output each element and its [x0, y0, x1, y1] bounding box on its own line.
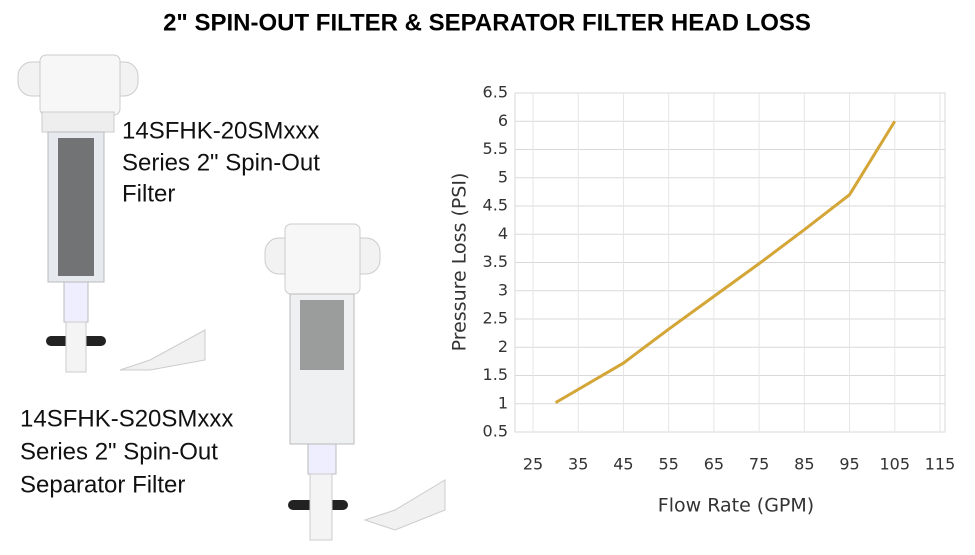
- x-axis-title: Flow Rate (GPM): [658, 495, 814, 517]
- y-axis-title: Pressure Loss (PSI): [449, 173, 471, 352]
- y-tick-label: 1.5: [483, 365, 508, 384]
- y-tick-label: 2.5: [483, 309, 508, 328]
- y-tick-label: 2: [498, 337, 508, 356]
- x-tick-label: 85: [794, 455, 814, 474]
- product-label: 14SFHK-S20SMxxx: [20, 405, 233, 432]
- product-labels: 14SFHK-20SMxxx Series 2" Spin-Out Filter…: [20, 117, 320, 498]
- filter-image-2: [264, 223, 446, 541]
- y-tick-label: 6.5: [483, 83, 508, 102]
- x-tick-label: 115: [925, 455, 956, 474]
- y-tick-label: 5.5: [483, 139, 508, 158]
- x-tick-label: 35: [568, 455, 588, 474]
- x-tick-label: 55: [658, 455, 678, 474]
- x-tick-label: 25: [523, 455, 543, 474]
- product-label: Series 2" Spin-Out: [20, 438, 218, 465]
- y-tick-label: 4.5: [483, 196, 508, 215]
- x-tick-label: 105: [880, 455, 911, 474]
- plot: 0.5 1 1.5 2 2.5 3 3.5 4 4.5 5 5.5 6 6.5 25 35 45 55 65 75 8…: [483, 83, 956, 474]
- y-tick-label: 6: [498, 111, 508, 130]
- product-label: Separator Filter: [20, 471, 185, 498]
- page-title: 2" SPIN-OUT FILTER & SEPARATOR FILTER HE…: [163, 9, 811, 36]
- x-tick-label: 75: [749, 455, 769, 474]
- x-tick-label: 45: [613, 455, 633, 474]
- y-tick-label: 3.5: [483, 252, 508, 271]
- x-tick-label: 95: [839, 455, 859, 474]
- y-tick-label: 3: [498, 280, 508, 299]
- y-tick-label: 5: [498, 167, 508, 186]
- y-tick-label: 0.5: [483, 422, 508, 441]
- product-label: 14SFHK-20SMxxx: [122, 117, 319, 144]
- product-label: Series 2" Spin-Out: [122, 149, 320, 176]
- filter-image-1: [17, 54, 206, 373]
- y-tick-label: 4: [498, 224, 508, 243]
- y-tick-label: 1: [498, 393, 508, 412]
- product-label: Filter: [122, 180, 175, 207]
- data-line: [554, 120, 897, 404]
- x-tick-label: 65: [704, 455, 724, 474]
